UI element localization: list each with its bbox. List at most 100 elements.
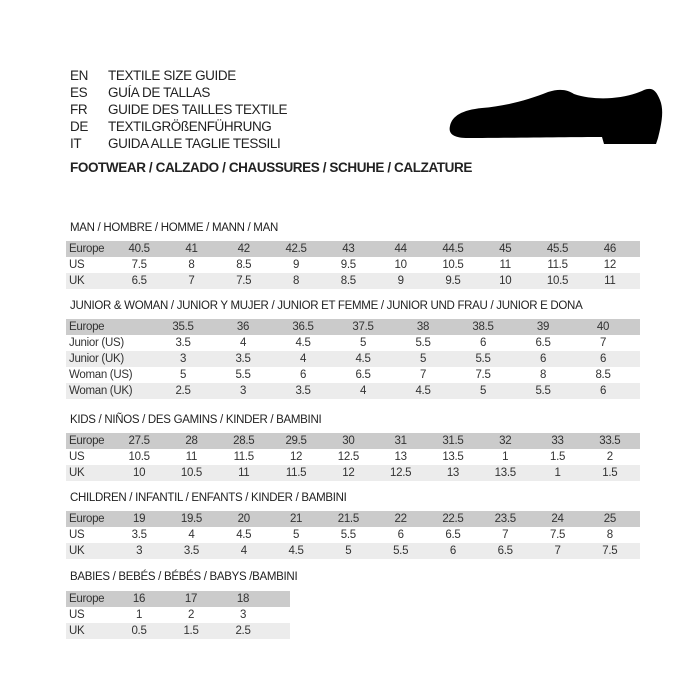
size-cell: 2.5 [175, 385, 191, 397]
size-cell: 4.5 [236, 529, 252, 541]
size-cell: 16 [132, 593, 146, 605]
size-cell: 10 [499, 275, 512, 287]
size-cell: 6 [449, 545, 456, 557]
size-cell: 7 [188, 275, 195, 287]
size-cell: 5 [179, 369, 187, 381]
table-row: Junior (UK) 3 3.5 4 4.5 5 5.5 6 6 [66, 351, 640, 367]
size-cell: 20 [237, 513, 251, 525]
table-row: Woman (UK) 2.5 3 3.5 4 4.5 5 5.5 6 [66, 383, 640, 399]
size-cell: 33.5 [599, 435, 621, 447]
size-cell: 45.5 [546, 243, 569, 255]
size-cell: 10 [133, 467, 146, 479]
size-cell: 6 [479, 337, 487, 349]
header-text: GUÍA DE TALLAS [108, 85, 210, 100]
size-cell: 6 [539, 353, 547, 365]
size-cell: 42 [237, 243, 251, 255]
size-cell: 3 [239, 609, 247, 621]
size-cell: 6.5 [445, 529, 461, 541]
size-cell: 42.5 [285, 243, 307, 255]
size-cell: 1.5 [602, 467, 618, 479]
size-cell: 36.5 [292, 321, 314, 333]
size-cell: 13.5 [494, 467, 516, 479]
table-row: UK 10 10.5 11 11.5 12 12.5 13 13.5 1 1.5 [66, 465, 640, 481]
row-label: Junior (UK) [69, 353, 124, 365]
size-cell: 43 [342, 243, 355, 255]
size-cell: 3.5 [183, 545, 199, 557]
table-row: US 10.5 11 11.5 12 12.5 13 13.5 1 1.5 2 [66, 449, 640, 465]
size-cell: 27.5 [128, 435, 150, 447]
size-cell: 22.5 [442, 513, 464, 525]
size-cell: 12 [289, 451, 303, 463]
row-filler [636, 527, 640, 543]
size-cell: 7 [502, 529, 509, 541]
row-label: UK [69, 275, 85, 287]
table-row: UK 0.5 1.5 2.5 [66, 623, 290, 639]
row-label: Europe [69, 321, 105, 333]
table-row: US 3.5 4 4.5 5 5.5 6 6.5 7 7.5 8 [66, 527, 640, 543]
size-cell: 32 [499, 435, 512, 447]
size-cell: 37.5 [352, 321, 374, 333]
section-title-man: MAN / HOMBRE / HOMME / MANN / MAN [70, 222, 278, 234]
size-cell: 5.5 [475, 353, 491, 365]
size-cell: 5.5 [535, 385, 551, 397]
size-cell: 10 [394, 259, 408, 271]
row-label: UK [69, 625, 85, 637]
table-row: UK 3 3.5 4 4.5 5 5.5 6 6.5 7 7.5 [66, 543, 640, 559]
size-cell: 29.5 [285, 435, 307, 447]
size-cell: 8 [606, 529, 613, 541]
size-cell: 7.5 [131, 259, 147, 271]
size-cell: 11 [499, 259, 512, 271]
size-cell: 36 [236, 321, 250, 333]
size-cell: 4.5 [288, 545, 304, 557]
row-filler [633, 351, 640, 367]
size-cell: 12.5 [337, 451, 359, 463]
size-cell: 1 [554, 467, 561, 479]
size-cell: 2 [606, 451, 613, 463]
size-cell: 9.5 [340, 259, 356, 271]
size-cell: 6 [599, 385, 607, 397]
row-filler [269, 591, 290, 607]
size-cell: 4.5 [415, 385, 431, 397]
table-row: Europe 16 17 18 [66, 591, 290, 607]
row-label: Woman (US) [69, 369, 133, 381]
table-row: UK 6.5 7 7.5 8 8.5 9 9.5 10 10.5 11 [66, 273, 640, 289]
header-text: TEXTILE SIZE GUIDE [108, 68, 236, 83]
row-filler [633, 367, 640, 383]
size-cell: 10.5 [128, 451, 150, 463]
size-cell: 9 [292, 259, 300, 271]
size-cell: 5.5 [393, 545, 409, 557]
row-label: UK [69, 467, 85, 479]
section-title-children: CHILDREN / INFANTIL / ENFANTS / KINDER /… [70, 492, 347, 504]
size-cell: 24 [551, 513, 564, 525]
size-cell: 1 [135, 609, 143, 621]
size-cell: 41 [185, 243, 198, 255]
size-cell: 4 [299, 353, 307, 365]
size-cell: 3.5 [235, 353, 251, 365]
size-cell: 10.5 [180, 467, 203, 479]
size-cell: 1.5 [549, 451, 566, 463]
size-cell: 19 [133, 513, 146, 525]
size-cell: 44 [394, 243, 408, 255]
row-filler [633, 319, 640, 335]
row-filler [636, 511, 640, 527]
size-cell: 12 [342, 467, 355, 479]
size-cell: 11.5 [547, 259, 568, 271]
lang-code: FR [70, 102, 88, 117]
size-cell: 5 [479, 385, 487, 397]
size-cell: 3 [179, 353, 187, 365]
section-title-babies: BABIES / BEBÉS / BÉBÉS / BABYS /BAMBINI [70, 571, 298, 583]
size-cell: 8 [188, 259, 195, 271]
row-filler [633, 335, 640, 351]
size-cell: 6 [599, 353, 607, 365]
row-label: Junior (US) [69, 337, 124, 349]
row-label: Europe [69, 593, 105, 605]
size-cell: 10.5 [442, 259, 464, 271]
size-cell: 28.5 [233, 435, 255, 447]
size-cell: 0.5 [131, 625, 147, 637]
size-cell: 11.5 [285, 467, 307, 479]
size-cell: 11.5 [233, 451, 255, 463]
size-cell: 7.5 [236, 275, 252, 287]
size-cell: 39 [536, 321, 550, 333]
size-cell: 5 [345, 545, 352, 557]
row-filler [636, 449, 640, 465]
